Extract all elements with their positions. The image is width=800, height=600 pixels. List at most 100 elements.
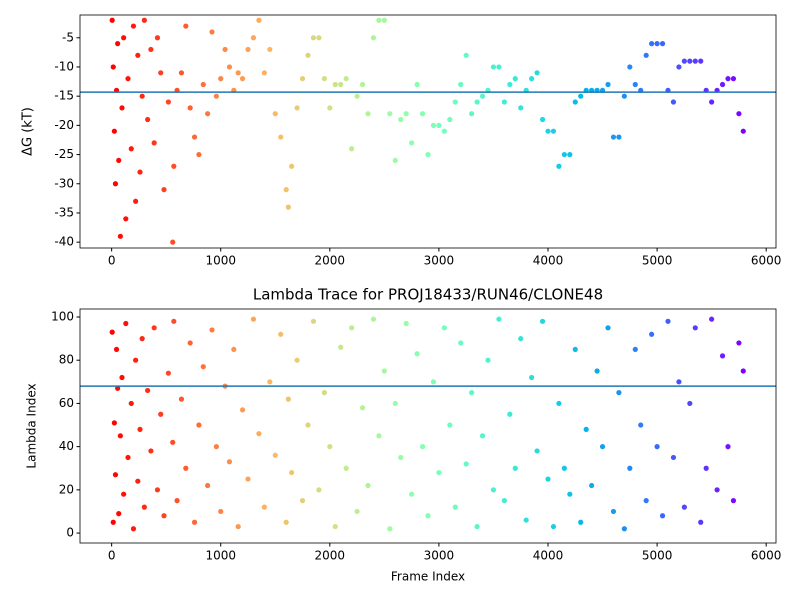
point xyxy=(117,433,123,439)
point xyxy=(187,105,193,111)
y-tick-label: 100 xyxy=(51,309,74,323)
point xyxy=(709,99,715,105)
point xyxy=(403,320,409,327)
point xyxy=(205,482,211,489)
point xyxy=(289,469,295,476)
point xyxy=(321,390,327,396)
point xyxy=(161,513,167,519)
point xyxy=(714,487,720,493)
point xyxy=(507,81,513,88)
point xyxy=(670,99,677,105)
point xyxy=(419,444,426,450)
point xyxy=(736,111,742,117)
point xyxy=(235,70,241,76)
point xyxy=(398,116,404,123)
point xyxy=(621,93,627,99)
point xyxy=(463,461,469,467)
point xyxy=(469,390,475,396)
point xyxy=(226,459,233,465)
point xyxy=(545,128,551,134)
point xyxy=(231,346,237,353)
point xyxy=(116,511,122,517)
point xyxy=(239,407,246,413)
point xyxy=(507,411,513,417)
point xyxy=(235,523,241,530)
point xyxy=(191,134,198,140)
point xyxy=(294,105,300,111)
point xyxy=(725,444,731,450)
point xyxy=(161,187,167,193)
x-tick-label: 6000 xyxy=(751,549,782,563)
x-tick-label: 2000 xyxy=(315,254,346,268)
point xyxy=(218,76,224,82)
y-axis-label: Lambda Index xyxy=(25,383,39,468)
point xyxy=(148,46,154,53)
point xyxy=(403,111,409,117)
point xyxy=(332,81,338,88)
point xyxy=(479,433,486,439)
point xyxy=(196,151,202,158)
point xyxy=(550,128,557,134)
point xyxy=(349,146,355,152)
point xyxy=(200,364,206,370)
point xyxy=(725,76,731,82)
point xyxy=(115,41,121,47)
point xyxy=(730,76,737,82)
point xyxy=(627,465,633,471)
point xyxy=(256,17,262,23)
point xyxy=(643,52,649,58)
point xyxy=(354,508,360,515)
point xyxy=(359,405,366,411)
point xyxy=(610,134,617,140)
point xyxy=(200,81,206,88)
point xyxy=(174,498,180,504)
y-tick-label: -5 xyxy=(62,30,74,44)
point xyxy=(561,151,567,158)
point xyxy=(130,23,137,29)
point xyxy=(285,204,291,210)
point xyxy=(676,379,682,385)
point xyxy=(183,465,189,471)
point xyxy=(474,523,480,530)
point xyxy=(133,198,139,204)
x-axis-label: Frame Index xyxy=(391,570,465,584)
point xyxy=(512,465,518,471)
point xyxy=(387,111,393,117)
point xyxy=(213,444,219,450)
point xyxy=(430,122,437,128)
point xyxy=(154,35,161,41)
x-tick-label: 0 xyxy=(108,254,116,268)
point xyxy=(267,379,273,385)
point xyxy=(116,157,122,164)
point xyxy=(196,422,202,428)
point xyxy=(119,374,125,381)
x-tick-label: 1000 xyxy=(205,549,236,563)
point xyxy=(141,504,147,510)
point xyxy=(452,504,458,510)
point xyxy=(436,469,442,476)
point xyxy=(121,35,127,41)
point xyxy=(119,105,125,111)
axes-frame xyxy=(79,308,777,544)
point xyxy=(687,58,693,64)
point xyxy=(485,357,491,363)
point xyxy=(272,111,278,117)
point xyxy=(112,181,119,187)
point xyxy=(332,523,338,530)
x-tick-label: 3000 xyxy=(424,549,455,563)
point xyxy=(165,99,171,105)
point xyxy=(187,340,193,346)
point xyxy=(354,93,360,99)
point xyxy=(283,519,289,525)
point xyxy=(137,426,143,432)
x-tick-label: 4000 xyxy=(533,254,564,268)
x-tick-label: 5000 xyxy=(642,549,673,563)
point xyxy=(539,116,546,123)
point xyxy=(670,454,677,461)
y-tick-label: 60 xyxy=(59,396,74,410)
point xyxy=(135,52,141,58)
point xyxy=(534,70,540,76)
point xyxy=(250,35,257,41)
point xyxy=(250,316,257,322)
